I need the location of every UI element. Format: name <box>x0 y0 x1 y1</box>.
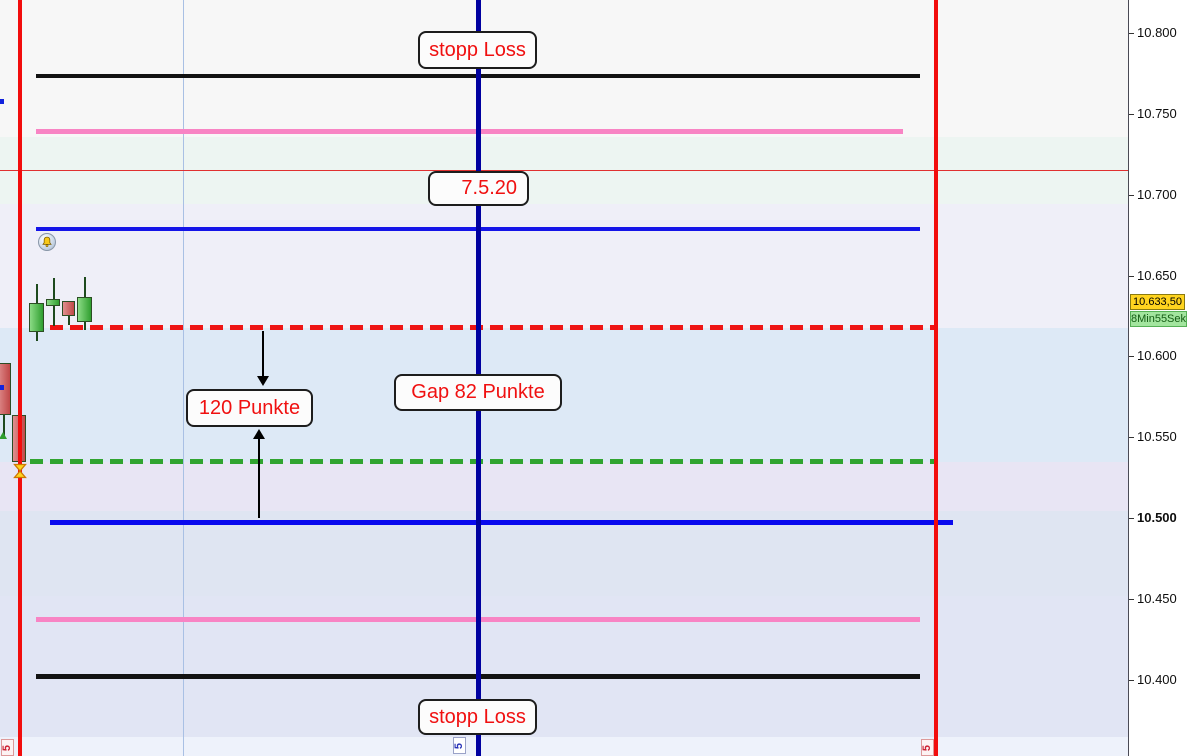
candle-countdown-badge: 8Min55Sek <box>1130 311 1187 327</box>
distance-label[interactable]: 120 Punkte <box>186 389 313 427</box>
axis-tick-label: 10.700 <box>1137 187 1177 202</box>
axis-tick-label: 10.750 <box>1137 106 1177 121</box>
date-label[interactable]: 7.5.20 <box>428 171 529 206</box>
time-period-marker-text: 5 <box>921 744 934 751</box>
session-line-left[interactable] <box>18 0 22 756</box>
axis-tick-label: 10.450 <box>1137 591 1177 606</box>
candle-down <box>62 301 75 316</box>
axis-tick <box>1129 276 1134 277</box>
axis-tick <box>1129 33 1134 34</box>
down-arrow-head-icon <box>257 376 269 386</box>
axis-tick-label: 10.800 <box>1137 25 1177 40</box>
bell-icon <box>42 236 52 247</box>
alert-hourglass-icon[interactable] <box>13 463 27 484</box>
session-line-right[interactable] <box>934 0 938 756</box>
time-period-marker: 5 <box>1 739 14 756</box>
axis-tick-label: 10.600 <box>1137 348 1177 363</box>
time-period-marker: 5 <box>453 737 466 754</box>
up-arrow-head-icon <box>253 429 265 439</box>
axis-tick <box>1129 195 1134 196</box>
time-period-marker-text: 5 <box>453 742 466 749</box>
time-period-marker: 5 <box>921 739 934 756</box>
gap-label-text: Gap 82 Punkte <box>411 381 545 403</box>
axis-tick <box>1129 518 1134 519</box>
gap-bottom-green-dashed-line[interactable] <box>30 459 935 464</box>
background-band <box>0 328 1128 462</box>
axis-tick-label: 10.550 <box>1137 429 1177 444</box>
date-level-line[interactable] <box>0 170 1128 171</box>
stop-loss-label-top-text: stopp Loss <box>429 38 526 61</box>
background-band <box>0 511 1128 596</box>
stop-loss-label-top[interactable]: stopp Loss <box>418 31 537 69</box>
background-band <box>0 737 1128 756</box>
price-axis[interactable]: 10.633,50 8Min55Sek 10.800 10.750 10.700 10… <box>1128 0 1194 756</box>
pink-upper-line[interactable] <box>36 129 903 134</box>
candle-up <box>77 297 92 322</box>
background-band <box>0 462 1128 511</box>
axis-tick-label: 10.500 <box>1137 510 1177 525</box>
signal-dot <box>0 385 4 390</box>
candle-down <box>0 363 11 415</box>
gap-label[interactable]: Gap 82 Punkte <box>394 374 562 411</box>
axis-tick-label: 10.400 <box>1137 672 1177 687</box>
gap-top-red-dashed-line[interactable] <box>30 325 935 330</box>
axis-tick <box>1129 114 1134 115</box>
axis-tick <box>1129 599 1134 600</box>
candle-up <box>46 299 60 306</box>
axis-tick <box>1129 356 1134 357</box>
time-period-marker-text: 5 <box>1 744 14 751</box>
signal-dot <box>0 99 4 104</box>
candle-up <box>29 303 44 332</box>
axis-tick-label: 10.650 <box>1137 268 1177 283</box>
axis-tick <box>1129 437 1134 438</box>
alarm-bell-button[interactable] <box>38 233 56 251</box>
background-band <box>0 204 1128 328</box>
axis-tick <box>1129 680 1134 681</box>
date-label-text: 7.5.20 <box>461 177 517 199</box>
grid-line <box>183 0 184 756</box>
blue-lower-line[interactable] <box>50 520 953 525</box>
up-arrow-line <box>258 438 260 518</box>
current-price-badge: 10.633,50 <box>1130 294 1185 310</box>
down-arrow-line <box>262 331 264 377</box>
background-band <box>0 0 1128 137</box>
buy-signal-triangle-icon <box>0 432 7 439</box>
stop-loss-label-bottom-text: stopp Loss <box>429 705 526 728</box>
stop-loss-label-bottom[interactable]: stopp Loss <box>418 699 537 735</box>
distance-label-text: 120 Punkte <box>198 396 301 419</box>
